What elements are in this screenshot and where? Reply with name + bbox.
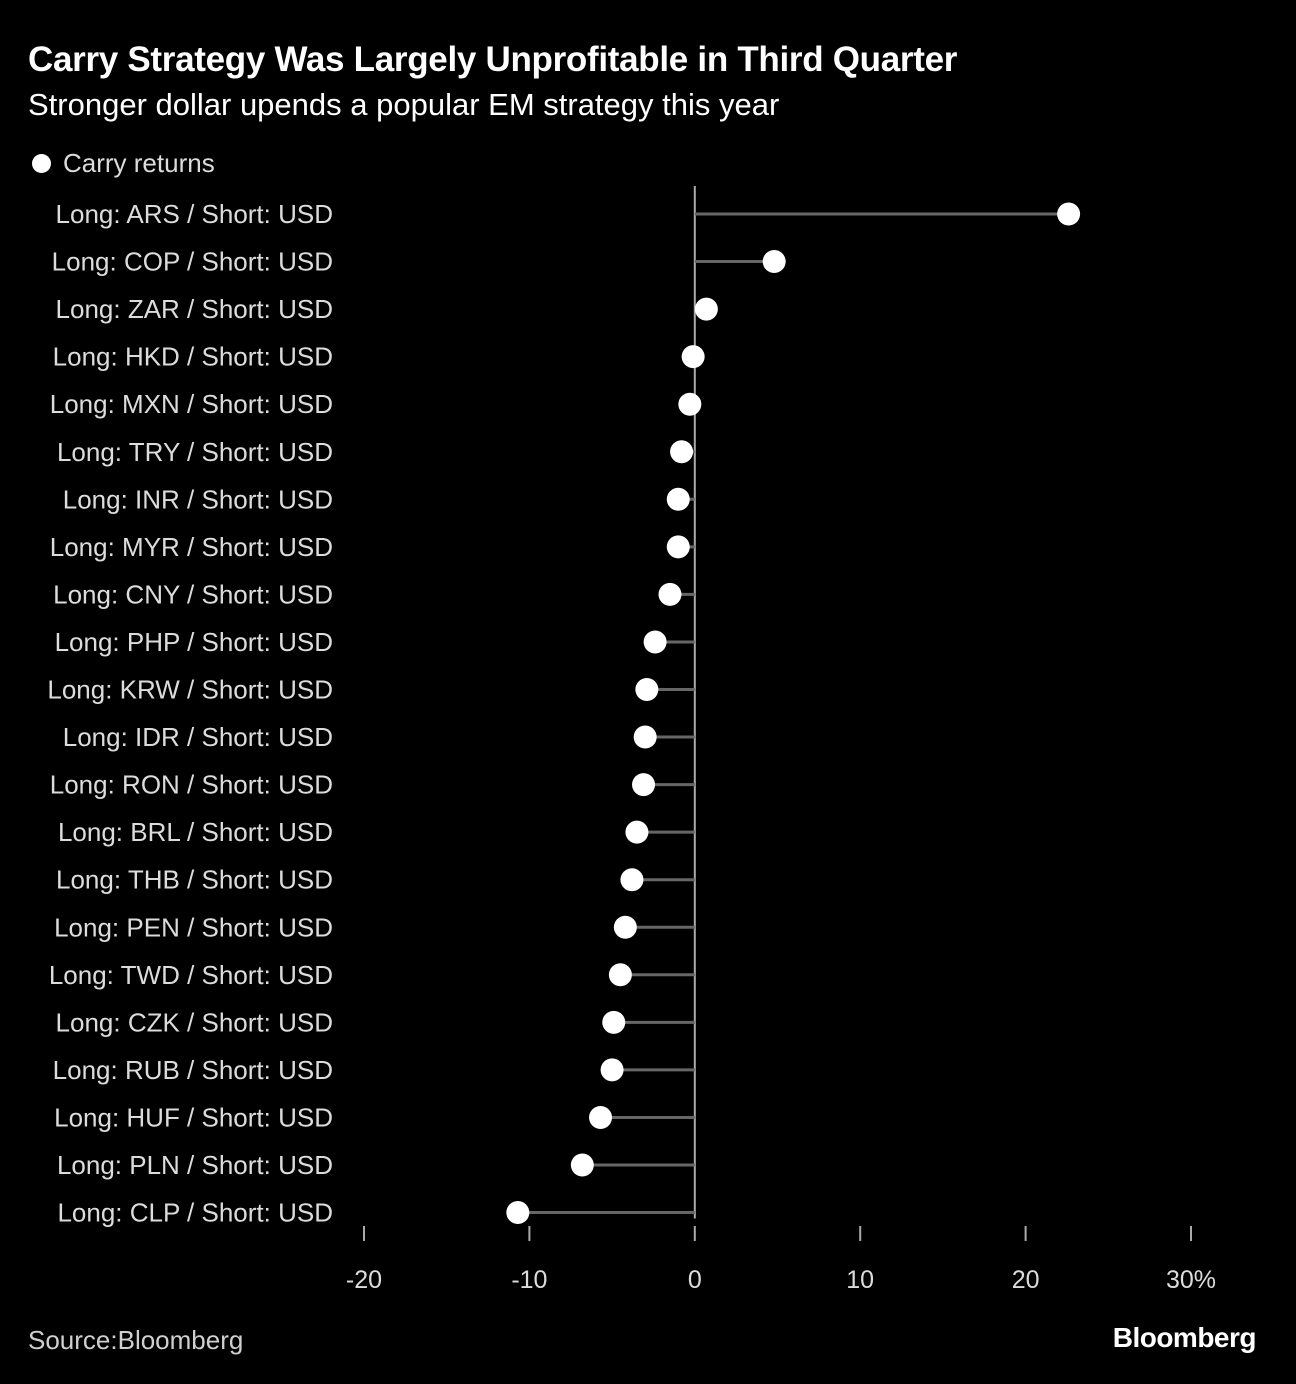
category-label: Long: ARS / Short: USD (56, 199, 333, 229)
value-dot (620, 868, 644, 892)
value-dot (613, 915, 637, 939)
category-label: Long: THB / Short: USD (56, 865, 333, 895)
category-label: Long: PEN / Short: USD (54, 912, 333, 942)
category-label: Long: TWD / Short: USD (49, 960, 333, 990)
category-label: Long: MXN / Short: USD (50, 389, 333, 419)
value-dot (602, 1010, 626, 1034)
value-dot (643, 630, 667, 654)
category-label: Long: PLN / Short: USD (57, 1150, 333, 1180)
x-tick-label: -10 (511, 1266, 547, 1294)
category-label: Long: IDR / Short: USD (63, 722, 333, 752)
value-dot (762, 250, 786, 274)
x-tick-label: 10 (846, 1266, 874, 1294)
value-dot (666, 535, 690, 559)
category-label: Long: TRY / Short: USD (57, 437, 333, 467)
category-label: Long: CZK / Short: USD (56, 1007, 333, 1037)
value-dot (589, 1105, 613, 1129)
category-label: Long: CLP / Short: USD (57, 1198, 333, 1228)
value-dot (632, 773, 656, 797)
category-label: Long: PHP / Short: USD (55, 627, 333, 657)
value-dot (666, 487, 690, 511)
category-label: Long: BRL / Short: USD (58, 817, 333, 847)
category-label: Long: HUF / Short: USD (54, 1102, 333, 1132)
lollipop-chart: Long: ARS / Short: USD Long: COP / Short:… (47, 186, 1216, 1294)
category-label: Long: RON / Short: USD (50, 770, 333, 800)
source-note: Source:Bloomberg (28, 1325, 244, 1355)
value-dot (658, 582, 682, 606)
value-dot (633, 725, 657, 749)
legend: Carry returns (30, 148, 215, 179)
chart-title: Carry Strategy Was Largely Unprofitable … (28, 40, 958, 79)
category-label: Long: KRW / Short: USD (47, 675, 333, 705)
value-dot (1057, 202, 1081, 226)
value-dot (608, 963, 632, 987)
x-tick-label: 30% (1166, 1266, 1216, 1294)
value-dot (635, 678, 659, 701)
value-dot (506, 1201, 530, 1225)
x-tick-label: -20 (346, 1266, 382, 1294)
category-label: Long: ZAR / Short: USD (56, 294, 333, 324)
category-label: Long: COP / Short: USD (52, 247, 333, 277)
value-dot (670, 440, 694, 464)
category-label: Long: MYR / Short: USD (50, 532, 333, 562)
category-label: Long: HKD / Short: USD (53, 342, 333, 372)
value-dot (694, 297, 718, 321)
legend-label: Carry returns (63, 148, 215, 178)
category-label: Long: CNY / Short: USD (53, 579, 333, 609)
legend-dot-icon (32, 154, 51, 173)
category-label: Long: RUB / Short: USD (53, 1055, 333, 1085)
chart-subtitle: Stronger dollar upends a popular EM stra… (28, 87, 780, 122)
value-dot (681, 345, 705, 369)
value-dot (600, 1058, 624, 1082)
value-dot (678, 392, 702, 416)
bloomberg-logo: Bloomberg (1112, 1322, 1257, 1353)
x-tick-label: 0 (688, 1266, 702, 1294)
x-tick-label: 20 (1012, 1266, 1040, 1294)
value-dot (570, 1153, 594, 1177)
category-label: Long: INR / Short: USD (63, 484, 333, 514)
value-dot (625, 820, 649, 844)
